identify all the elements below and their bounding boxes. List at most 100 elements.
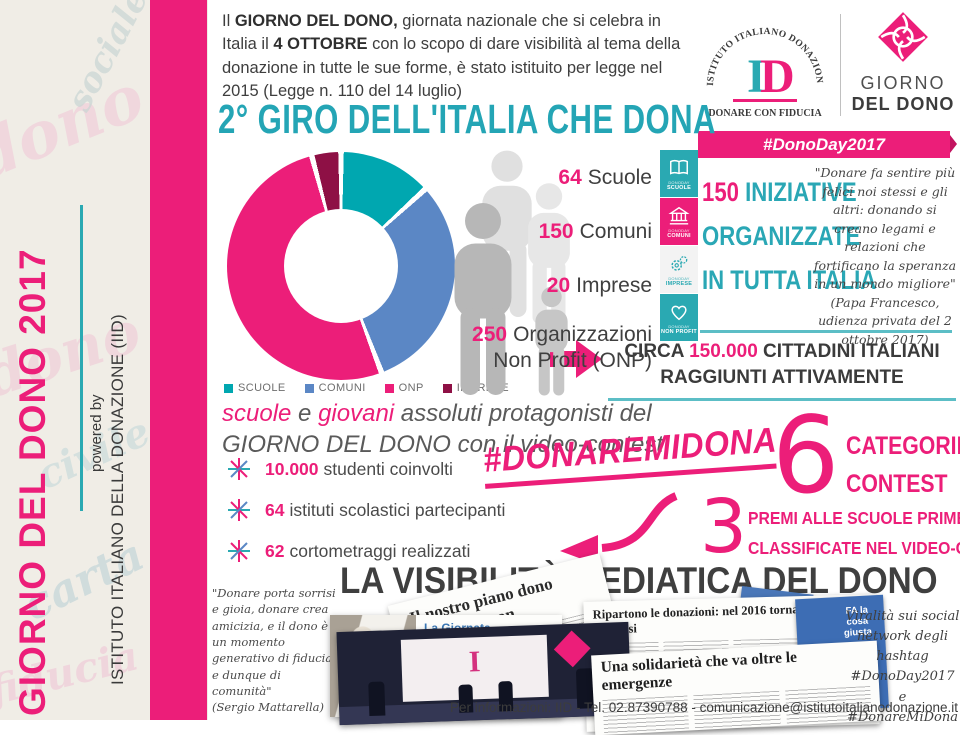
badge-label: IMPRESE — [665, 280, 693, 287]
giorno-del-dono-logo: GIORNO DEL DONO — [850, 8, 956, 115]
reach-callout: CIRCA 150.000 CITTADINI ITALIANI RAGGIUN… — [608, 339, 956, 390]
legend-label: COMUNI — [318, 382, 366, 394]
stat-comuni: 150 Comuni — [402, 220, 652, 244]
badge-label: SCUOLE — [666, 184, 692, 191]
donoday-badge: DONODAY IMPRESE — [660, 246, 698, 293]
bullet-item: 62 cortometraggi realizzati — [226, 538, 470, 564]
logo-divider — [840, 14, 841, 116]
footer-contact: Per informazioni: IID - Tel. 02.87390788… — [450, 700, 958, 715]
bank-icon — [668, 206, 690, 224]
divider — [700, 330, 952, 333]
badge-label: NON PROFIT — [661, 328, 697, 335]
prizes-line1: PREMI ALLE SCUOLE PRIME — [748, 508, 960, 528]
mattarella-quote: "Donare porta sorrisi e gioia, donare cr… — [212, 585, 336, 716]
contest-line1: CATEGORIE — [846, 432, 960, 460]
stat-onp: 250 Organizzazioni Non Profit (ONP) — [402, 322, 652, 375]
bullet-label: studenti coinvolti — [323, 458, 453, 479]
donoday-badge: DONODAY COMUNI — [660, 198, 698, 245]
bullet-item: 10.000 studenti coinvolti — [226, 456, 453, 482]
donut-chart — [227, 152, 455, 380]
donoday-badge: DONODAY NON PROFIT — [660, 294, 698, 341]
reach-suffix: CITTADINI ITALIANI — [757, 341, 940, 362]
prizes-count: 3 — [700, 484, 748, 570]
divider — [608, 398, 956, 401]
stage-diamond-icon — [553, 630, 591, 668]
highlight: scuole — [222, 400, 292, 427]
arrow-head — [576, 340, 602, 378]
asterisk-icon — [228, 458, 250, 480]
text: e — [291, 400, 319, 427]
asterisk-icon — [228, 499, 250, 521]
donoday-banner: #DonoDay2017 — [698, 131, 957, 158]
reach-prefix: CIRCA — [624, 341, 690, 362]
legend-label: ONP — [398, 382, 424, 394]
badge-brand: DONODAY — [668, 275, 690, 281]
brand-line1: GIORNO — [860, 73, 946, 93]
event-title-vertical: GIORNO DEL DONO 2017 — [12, 248, 53, 716]
stat-label: Scuole — [587, 166, 652, 189]
logo-rule — [733, 99, 797, 102]
intro-text: giornata nazionale che si celebra in Ita… — [222, 12, 661, 54]
donoday-badge: DONODAY SCUOLE — [660, 150, 698, 197]
legend-swatch — [384, 383, 394, 393]
initiatives-line1: 150 INIZIATIVE — [702, 170, 857, 214]
bullet-value: 62 — [265, 540, 285, 561]
monogram-i: I — [747, 50, 766, 103]
badge-brand: DONODAY — [668, 227, 690, 233]
pink-accent-bar — [150, 0, 207, 720]
stat-label: Imprese — [576, 274, 652, 297]
stage-id-logo: I — [468, 645, 482, 679]
prizes-line2: CLASSIFICATE NEL VIDEO-CONTEST — [748, 538, 960, 559]
reach-value: 150.000 — [689, 341, 758, 362]
pope-quote: "Donare fa sentire più felici noi stessi… — [810, 164, 960, 349]
bullet-value: 64 — [265, 499, 285, 520]
sidebar: dono sociale dono civile carta fiducia G… — [0, 0, 208, 720]
intro-text-bold: 4 OTTOBRE — [273, 35, 368, 54]
bullet-text: 10.000 studenti coinvolti — [265, 459, 453, 480]
bullet-item: 64 istituti scolastici partecipanti — [226, 497, 505, 523]
quote-attribution: (Papa Francesco, udienza privata del 2 o… — [818, 294, 952, 347]
bullet-text: 64 istituti scolastici partecipanti — [265, 500, 505, 521]
book-icon — [670, 159, 688, 175]
stat-value: 150 — [538, 220, 574, 243]
powered-by-label: powered by — [88, 394, 105, 472]
brand-line2: DEL DONO — [851, 94, 955, 114]
stat-scuole: 64 Scuole — [402, 166, 652, 190]
initiatives-value: 150 — [702, 177, 739, 207]
stat-label: Organizzazioni — [513, 323, 652, 346]
intro-text: Il — [222, 12, 235, 30]
initiatives-callout: 150 INIZIATIVE ORGANIZZATE IN TUTTA ITAL… — [702, 170, 877, 302]
badge-brand: DONODAY — [668, 323, 690, 329]
legend-swatch — [224, 383, 233, 393]
stat-value: 64 — [558, 166, 582, 189]
asterisk-icon — [228, 540, 250, 562]
bullet-text: 62 cortometraggi realizzati — [265, 541, 470, 562]
legend-item: SCUOLE — [224, 382, 286, 394]
bullet-label: cortometraggi realizzati — [289, 540, 471, 561]
divider — [80, 205, 83, 511]
stat-imprese: 20 Imprese — [402, 274, 652, 298]
stage-backdrop: I — [400, 634, 549, 702]
highlight: giovani — [318, 400, 395, 427]
stat-value: 20 — [546, 274, 571, 297]
person-silhouette — [368, 681, 386, 717]
reach-line2: RAGGIUNTI ATTIVAMENTE — [660, 366, 904, 388]
donoday-badge-strip: DONODAY SCUOLE DONODAY COMUNI DONODAY IM… — [660, 150, 698, 342]
stat-line2: Non Profit (ONP) — [493, 349, 652, 373]
initiatives-line3: IN TUTTA ITALIA — [702, 265, 877, 295]
gears-icon — [671, 255, 688, 271]
heart-icon — [671, 305, 687, 320]
intro-text: con lo scopo di dare visibilità al tema … — [222, 35, 681, 101]
monogram-d: D — [760, 50, 795, 103]
iid-logo: ISTITUTO ITALIANO DONAZIONE I D DONARE C… — [700, 6, 824, 119]
stat-label: Comuni — [579, 220, 652, 243]
organization-name-vertical: ISTITUTO ITALIANO DELLA DONAZIONE (IID) — [108, 314, 127, 685]
stat-value: 250 — [472, 323, 508, 346]
contest-line2: CONTEST — [846, 469, 948, 498]
newspaper-clip-solidarieta: Una solidarietà che va oltre le emergenz… — [591, 640, 881, 735]
prizes-labels: PREMI ALLE SCUOLE PRIME CLASSIFICATE NEL… — [748, 503, 960, 563]
quote-attribution: (Sergio Mattarella) — [212, 700, 325, 715]
bullet-label: istituti scolastici partecipanti — [289, 499, 506, 520]
legend-label: SCUOLE — [238, 382, 286, 394]
